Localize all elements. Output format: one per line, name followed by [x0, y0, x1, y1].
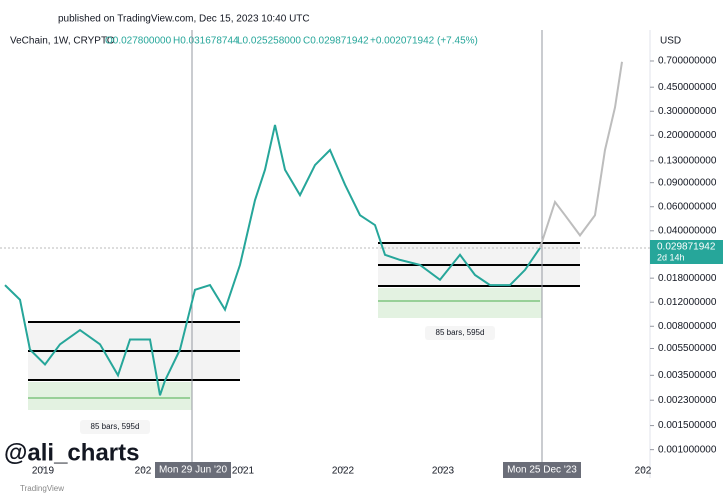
date-badge	[503, 462, 581, 478]
currency: USD	[660, 36, 681, 47]
symbol-legend: VeChain, 1W, CRYPTO O0.027800000 H0.0316…	[10, 36, 478, 47]
y-tick-label: 0.005500000	[658, 343, 717, 354]
y-tick-label: 0.001500000	[658, 420, 717, 431]
symbol: VeChain, 1W, CRYPTO	[10, 36, 115, 47]
y-tick-label: 0.700000000	[658, 56, 717, 67]
label-box	[80, 420, 150, 434]
y-tick-label: 0.200000000	[658, 130, 717, 141]
y-tick-label: 0.090000000	[658, 177, 717, 188]
published: published on TradingView.com, Dec 15, 20…	[58, 14, 310, 25]
x-tick-label: 2021	[232, 466, 255, 477]
crosshair-date: Mon 29 Jun '20	[159, 465, 228, 476]
change: +0.002071942 (+7.45%)	[370, 36, 478, 47]
x-tick-label: 2023	[432, 466, 455, 477]
close: C0.029871942	[303, 36, 369, 47]
y-tick-label: 0.003500000	[658, 370, 717, 381]
x-tick-label: 202	[635, 466, 652, 477]
countdown: 2d 14h	[657, 252, 685, 262]
x-tick-label: 202	[135, 466, 152, 477]
low: L0.025258000	[237, 36, 301, 47]
y-tick-label: 0.012000000	[658, 297, 717, 308]
y-tick-label: 0.450000000	[658, 82, 717, 93]
y-tick-label: 0.018000000	[658, 273, 717, 284]
y-tick-label: 0.060000000	[658, 201, 717, 212]
high: H0.031678744	[173, 36, 239, 47]
y-tick-label: 0.001000000	[658, 444, 717, 455]
footer: TradingView	[20, 484, 64, 493]
price-line	[539, 61, 623, 249]
range-measure	[28, 382, 192, 410]
watermark: @ali_charts	[4, 439, 139, 466]
y-tick-label: 0.040000000	[658, 225, 717, 236]
y-tick-label: 0.008000000	[658, 321, 717, 332]
crosshair-date: Mon 25 Dec '23	[507, 465, 577, 476]
price-badge	[650, 240, 723, 264]
x-tick-label: 2019	[32, 466, 55, 477]
range-label: 85 bars, 595d	[436, 328, 485, 337]
x-tick-label: 2022	[332, 466, 355, 477]
y-tick-label: 0.300000000	[658, 106, 717, 117]
last-price: 0.029871942	[657, 242, 716, 253]
range-measure	[378, 288, 542, 318]
y-tick-label: 0.002300000	[658, 395, 717, 406]
range-label: 85 bars, 595d	[91, 422, 140, 431]
price-line	[4, 124, 541, 396]
open: O0.027800000	[105, 36, 172, 47]
date-badge	[155, 462, 231, 478]
label-box	[425, 326, 495, 340]
y-tick-label: 0.130000000	[658, 156, 717, 167]
